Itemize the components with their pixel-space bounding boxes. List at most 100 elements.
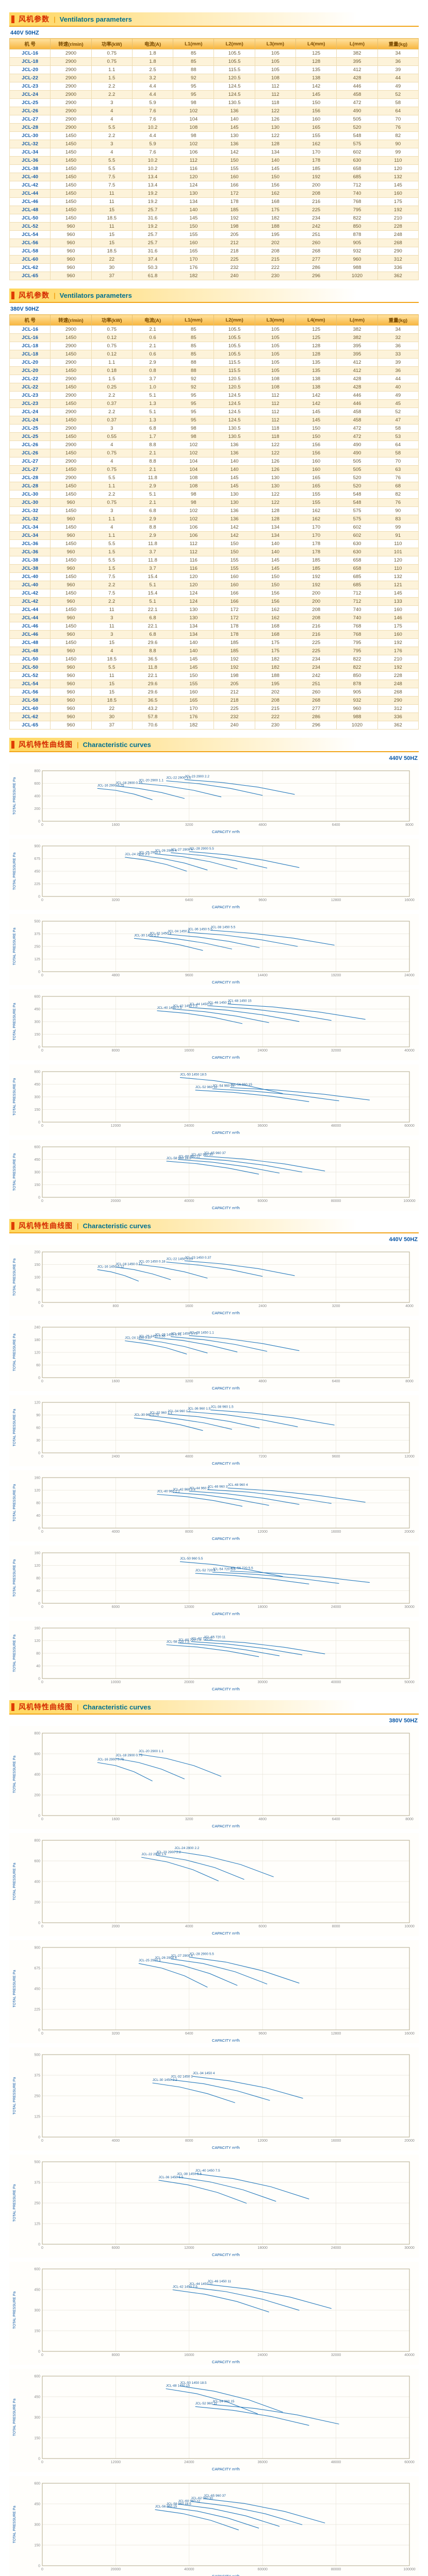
plot-frame (42, 2054, 410, 2138)
value-cell: 0.75 (91, 465, 133, 474)
value-cell: 110 (377, 564, 419, 573)
value-cell: 712 (336, 589, 378, 598)
value-cell: 165 (295, 123, 337, 132)
value-cell: 1450 (50, 490, 92, 499)
curve-label: JCL-30 960 0.75 (134, 1413, 159, 1417)
value-cell: 960 (50, 255, 92, 264)
model-cell: JCL-65 (9, 272, 51, 280)
value-cell: 15 (91, 688, 133, 697)
value-cell: 0.37 (91, 399, 133, 408)
value-cell: 185 (295, 556, 337, 565)
axis-tick-label: 24000 (184, 2461, 194, 2464)
value-cell: 505 (336, 115, 378, 124)
value-cell: 395 (336, 57, 378, 66)
axis-tick-label: 9600 (185, 974, 193, 977)
plot-frame (42, 1251, 410, 1303)
model-cell: JCL-46 (9, 630, 51, 639)
axis-tick-label: 0 (41, 1304, 43, 1308)
value-cell: 268 (295, 247, 337, 256)
value-cell: 162 (254, 189, 297, 198)
value-cell: 150 (295, 424, 337, 433)
curve-label: JCL-44 960 3 (189, 1486, 209, 1490)
value-cell: 234 (295, 663, 337, 672)
value-cell: 3 (91, 140, 133, 148)
value-cell: 110 (377, 156, 419, 165)
value-cell: 106 (173, 531, 215, 540)
value-cell: 120 (173, 173, 215, 181)
y-axis-label: TOTAL PRESSURE Pa (13, 1863, 17, 1901)
value-cell: 225 (295, 206, 337, 214)
axis-tick-label: 50000 (404, 1681, 415, 1684)
value-cell: 95 (173, 399, 215, 408)
value-cell: 150 (173, 222, 215, 231)
value-cell: 22.1 (131, 622, 174, 631)
axis-tick-label: 3200 (112, 2032, 120, 2036)
value-cell: 1450 (50, 214, 92, 223)
value-cell: 90 (377, 506, 419, 515)
model-cell: JCL-46 (9, 197, 51, 206)
value-cell: 3 (91, 98, 133, 107)
value-cell: 95 (173, 391, 215, 400)
model-cell: JCL-22 (9, 383, 51, 392)
x-axis-label: CAPACITY m³/h (212, 1130, 240, 1135)
value-cell: 4.4 (131, 131, 174, 140)
value-cell: 1450 (50, 638, 92, 647)
fan-curve (138, 1754, 222, 1777)
value-cell: 136 (213, 440, 255, 449)
value-cell: 4 (91, 457, 133, 466)
axis-tick-label: 19200 (331, 974, 341, 977)
value-cell: 140 (173, 206, 215, 214)
value-cell: 5.1 (131, 408, 174, 416)
value-cell: 2900 (50, 424, 92, 433)
value-cell: 658 (336, 164, 378, 173)
column-header: L4(mm) (295, 314, 337, 326)
axis-tick-label: 375 (34, 2181, 40, 2185)
axis-tick-label: 250 (34, 2095, 40, 2098)
value-cell: 11 (91, 671, 133, 680)
value-cell: 395 (336, 342, 378, 350)
curve-label: JCL-52 720 4 (195, 1569, 216, 1572)
value-cell: 195 (254, 680, 297, 688)
value-cell: 932 (336, 247, 378, 256)
value-cell: 5.5 (91, 156, 133, 165)
axis-tick-label: 10000 (111, 1681, 121, 1684)
axis-tick-label: 0 (41, 823, 43, 827)
value-cell: 0.8 (131, 366, 174, 375)
value-cell: 960 (50, 597, 92, 606)
value-cell: 2900 (50, 358, 92, 367)
value-cell: 150 (213, 539, 255, 548)
table-row: JCL-28 2900 5.5 10.2 108 145 130 165 520 76 (9, 123, 419, 132)
value-cell: 225 (213, 704, 255, 713)
model-cell: JCL-18 (9, 342, 51, 350)
value-cell: 178 (295, 156, 337, 165)
value-cell: 140 (173, 638, 215, 647)
value-cell: 8.8 (131, 647, 174, 655)
value-cell: 225 (295, 638, 337, 647)
value-cell: 575 (336, 515, 378, 523)
value-cell: 155 (173, 680, 215, 688)
x-axis-label: CAPACITY m³/h (212, 1687, 240, 1691)
value-cell: 82 (377, 490, 419, 499)
model-cell: JCL-22 (9, 74, 51, 82)
axis-tick-label: 150 (34, 2330, 40, 2333)
axis-tick-label: 4000 (112, 2139, 120, 2143)
value-cell: 768 (336, 622, 378, 631)
fan-curve (204, 2498, 325, 2523)
title-divider: | (77, 1703, 79, 1711)
axis-tick-label: 80 (36, 1502, 40, 1505)
axis-tick-label: 30 (36, 1439, 40, 1443)
fan-curve (204, 1156, 325, 1172)
value-cell: 7.5 (91, 589, 133, 598)
axis-tick-label: 4800 (258, 1818, 267, 1821)
value-cell: 1.1 (91, 65, 133, 74)
model-cell: JCL-22 (9, 375, 51, 383)
value-cell: 145 (254, 564, 297, 573)
model-cell: JCL-44 (9, 605, 51, 614)
value-cell: 116 (173, 556, 215, 565)
fan-curve (171, 1958, 268, 1985)
value-cell: 15 (91, 206, 133, 214)
curve-label: JCL-22 2900 1.5 (141, 1853, 166, 1856)
fan-curve (191, 1641, 303, 1655)
model-cell: JCL-28 (9, 473, 51, 482)
value-cell: 85 (173, 342, 215, 350)
